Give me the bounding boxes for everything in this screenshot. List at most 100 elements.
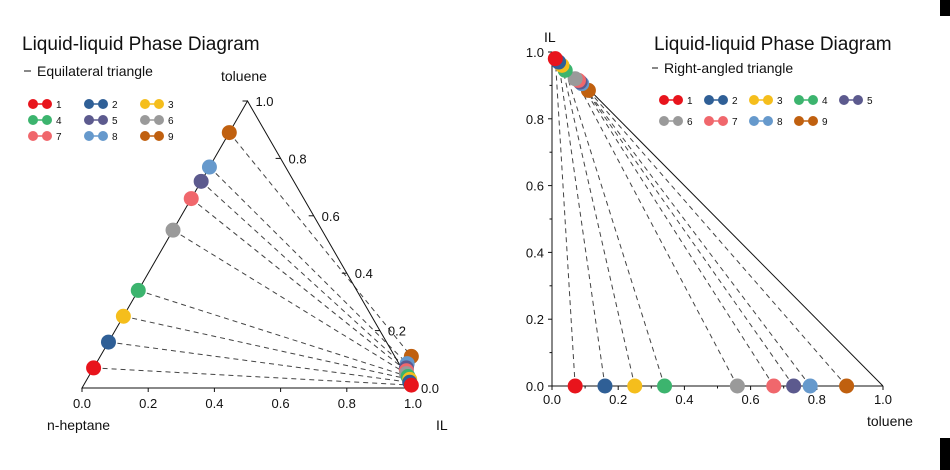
legend-dot-6 — [673, 116, 683, 126]
right-points — [547, 51, 855, 394]
tie-line-5 — [200, 180, 407, 369]
legend-dot-6 — [140, 115, 150, 125]
x-tick-label: 0.8 — [808, 392, 826, 407]
legend-dot-8 — [84, 131, 94, 141]
legend-dot-7 — [718, 116, 728, 126]
ternary-points — [86, 125, 419, 393]
ternary-title: Liquid-liquid Phase Diagram — [22, 34, 260, 55]
y-tick-label: 0.2 — [526, 312, 544, 327]
legend-dot-3 — [154, 99, 164, 109]
raffinate-point-2 — [597, 378, 613, 394]
raffinate-point-1 — [86, 360, 102, 376]
legend-label-7: 7 — [56, 132, 62, 143]
legend-label-9: 9 — [168, 132, 174, 143]
legend-dot-2 — [98, 99, 108, 109]
right-axes — [551, 51, 884, 387]
y-tick-label: 1.0 — [526, 45, 544, 60]
edge-bar-bottom — [940, 438, 950, 470]
legend-dot-7 — [28, 131, 38, 141]
x-tick-label: 0.4 — [675, 392, 693, 407]
right-ticks: 0.0 0.2 0.4 0.6 0.8 1.0 0.0 0.2 0.4 0.6 0.8 1.0 — [526, 45, 892, 407]
raffinate-point-5 — [193, 173, 209, 189]
legend-dot-5 — [853, 95, 863, 105]
legend-dot-5 — [839, 95, 849, 105]
legend-dot-2 — [84, 99, 94, 109]
legend-dot-5 — [98, 115, 108, 125]
legend-dot-8 — [763, 116, 773, 126]
x-tick-label: 1.0 — [874, 392, 892, 407]
raffinate-point-7 — [766, 378, 782, 394]
right-tick-label: 0.8 — [289, 151, 307, 166]
right-tick-label: 0.6 — [322, 209, 340, 224]
legend-dot-9 — [794, 116, 804, 126]
tie-line-7 — [190, 198, 407, 372]
legend-label-9: 9 — [822, 117, 828, 128]
legend-dot-6 — [659, 116, 669, 126]
ternary-tie-lines — [93, 132, 412, 386]
x-axis-label: toluene — [867, 413, 913, 429]
right-tick-label: 0.2 — [388, 324, 406, 339]
x-tick-label: 0.6 — [742, 392, 760, 407]
bottom-tick-label: 0.2 — [139, 396, 157, 411]
raffinate-point-7 — [183, 191, 199, 207]
legend-label-2: 2 — [112, 100, 118, 111]
tie-line-8 — [581, 83, 811, 387]
legend-label-5: 5 — [112, 116, 118, 127]
legend-label-6: 6 — [687, 117, 693, 128]
right-legend: 1 2 3 4 5 6 7 8 9 — [659, 95, 873, 128]
raffinate-point-9 — [221, 125, 237, 141]
legend-label-2: 2 — [732, 96, 738, 107]
legend-label-5: 5 — [867, 96, 873, 107]
raffinate-point-4 — [130, 282, 146, 298]
legend-dot-3 — [749, 95, 759, 105]
legend-label-6: 6 — [168, 116, 174, 127]
tie-line-5 — [579, 81, 795, 387]
right-tick-label: 0.4 — [355, 266, 373, 281]
extract-point-1 — [547, 51, 563, 67]
raffinate-point-2 — [100, 334, 116, 350]
legend-label-1: 1 — [56, 100, 62, 111]
y-tick-label: 0.6 — [526, 179, 544, 194]
raffinate-point-5 — [786, 378, 802, 394]
raffinate-point-4 — [657, 378, 673, 394]
right-subtitle: Right-angled triangle — [664, 60, 793, 76]
legend-dot-3 — [763, 95, 773, 105]
legend-label-3: 3 — [777, 96, 783, 107]
legend-dot-4 — [794, 95, 804, 105]
legend-dot-8 — [749, 116, 759, 126]
legend-label-4: 4 — [56, 116, 62, 127]
legend-label-8: 8 — [777, 117, 783, 128]
legend-dot-2 — [704, 95, 714, 105]
legend-dot-9 — [140, 131, 150, 141]
tie-line-4 — [564, 70, 666, 387]
legend-label-7: 7 — [732, 117, 738, 128]
raffinate-point-9 — [839, 378, 855, 394]
bottom-tick-label: 0.8 — [338, 396, 356, 411]
bottom-tick-label: 1.0 — [404, 396, 422, 411]
edge-bar-top — [940, 0, 950, 16]
legend-label-4: 4 — [822, 96, 828, 107]
ternary-axes — [81, 99, 414, 389]
legend-dot-4 — [28, 115, 38, 125]
legend-dot-3 — [140, 99, 150, 109]
right-tie-lines — [554, 58, 847, 387]
right-tick-label: 0.0 — [421, 381, 439, 396]
x-tick-label: 0.2 — [609, 392, 627, 407]
right-title: Liquid-liquid Phase Diagram — [654, 34, 892, 55]
raffinate-point-8 — [201, 159, 217, 175]
legend-dot-5 — [84, 115, 94, 125]
tie-line-9 — [228, 132, 412, 357]
tie-line-3 — [123, 315, 410, 380]
tie-line-1 — [93, 367, 412, 386]
y-tick-label: 0.4 — [526, 245, 544, 260]
tie-line-8 — [209, 166, 408, 364]
legend-dot-6 — [154, 115, 164, 125]
ternary-triangle — [81, 99, 414, 389]
legend-dot-7 — [704, 116, 714, 126]
x-tick-label: 0.0 — [543, 392, 561, 407]
tie-line-6 — [574, 78, 738, 387]
legend-label-3: 3 — [168, 100, 174, 111]
legend-dot-8 — [98, 131, 108, 141]
ternary-ticks: 0.0 0.2 0.4 0.6 0.8 1.00.00.20.40.60.81.0 — [73, 94, 439, 411]
legend-dot-1 — [659, 95, 669, 105]
